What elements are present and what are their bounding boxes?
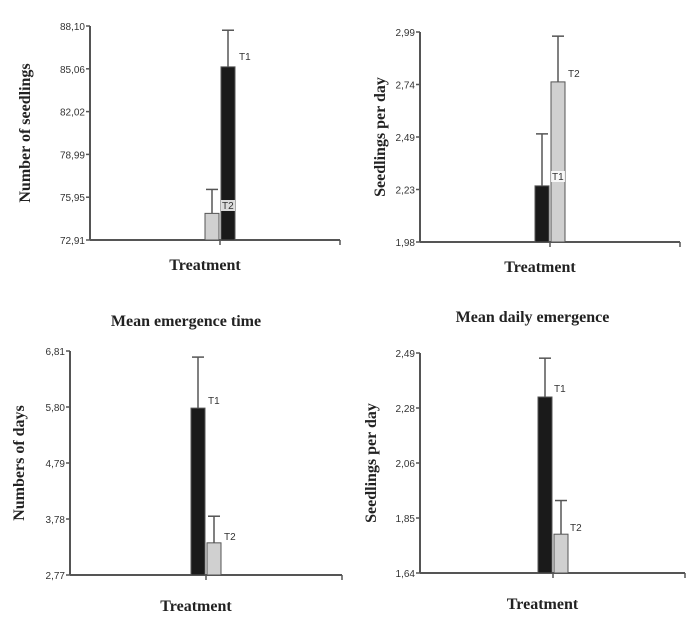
bar-label-bg [567, 68, 581, 79]
y-axis-label: Seedlings per day [363, 403, 380, 523]
y-axis-label: Numbers of days [11, 405, 28, 521]
bar-T1 [220, 66, 236, 241]
bar-label-bg [569, 522, 583, 533]
y-tick-label: 82,02 [60, 108, 85, 119]
x-axis-label: Treatment [160, 598, 232, 615]
y-tick-label: 2,77 [46, 571, 66, 582]
y-tick-label: 2,28 [396, 404, 416, 415]
y-tick-label: 2,74 [396, 81, 416, 92]
bar-label-T2: T2 [222, 201, 234, 212]
bar-T1 [534, 185, 550, 243]
chart-title: Mean daily emergence [456, 309, 610, 326]
bar-T1 [537, 396, 553, 574]
x-axis-label: Treatment [507, 596, 579, 613]
x-axis-label: Treatment [169, 257, 241, 274]
y-tick-label: 85,06 [60, 65, 85, 76]
bar-label-T1: T1 [208, 396, 220, 407]
bar-label-T1: T1 [554, 384, 566, 395]
chart-title: Mean emergence time [111, 313, 261, 330]
y-tick-label: 88,10 [60, 22, 85, 33]
bar-T2 [204, 212, 220, 241]
y-tick-label: 2,49 [396, 349, 416, 360]
bar-label-T1: T1 [239, 52, 251, 63]
y-tick-label: 4,79 [46, 459, 66, 470]
bar-T1 [190, 407, 206, 576]
y-tick-label: 2,23 [396, 186, 416, 197]
y-axis-label: Seedlings per day [372, 77, 389, 197]
y-axis-label: Number of seedlings [17, 63, 34, 202]
y-tick-label: 78,99 [60, 150, 85, 161]
bar-label-bg [551, 171, 565, 182]
bar-label-T2: T2 [568, 69, 580, 80]
bar-label-T1: T1 [552, 172, 564, 183]
bar-label-bg [553, 383, 567, 394]
y-tick-label: 2,06 [396, 459, 416, 470]
y-tick-label: 2,49 [396, 133, 416, 144]
bar-label-bg [223, 531, 237, 542]
y-tick-label: 6,81 [46, 347, 66, 358]
x-axis-label: Treatment [504, 259, 576, 276]
y-tick-label: 1,98 [396, 238, 416, 249]
bar-label-T2: T2 [224, 532, 236, 543]
y-tick-label: 1,64 [396, 569, 416, 580]
y-tick-label: 1,85 [396, 514, 416, 525]
bar-label-T2: T2 [570, 523, 582, 534]
bar-label-bg [221, 200, 235, 211]
y-tick-label: 5,80 [46, 403, 66, 414]
y-tick-label: 72,91 [60, 236, 85, 247]
bar-T2 [550, 81, 566, 243]
bar-label-bg [238, 51, 252, 62]
bar-label-bg [207, 395, 221, 406]
y-tick-label: 75,95 [60, 193, 85, 204]
bar-T2 [206, 542, 222, 576]
bar-T2 [553, 533, 569, 574]
y-tick-label: 2,99 [396, 28, 416, 39]
y-tick-label: 3,78 [46, 515, 66, 526]
